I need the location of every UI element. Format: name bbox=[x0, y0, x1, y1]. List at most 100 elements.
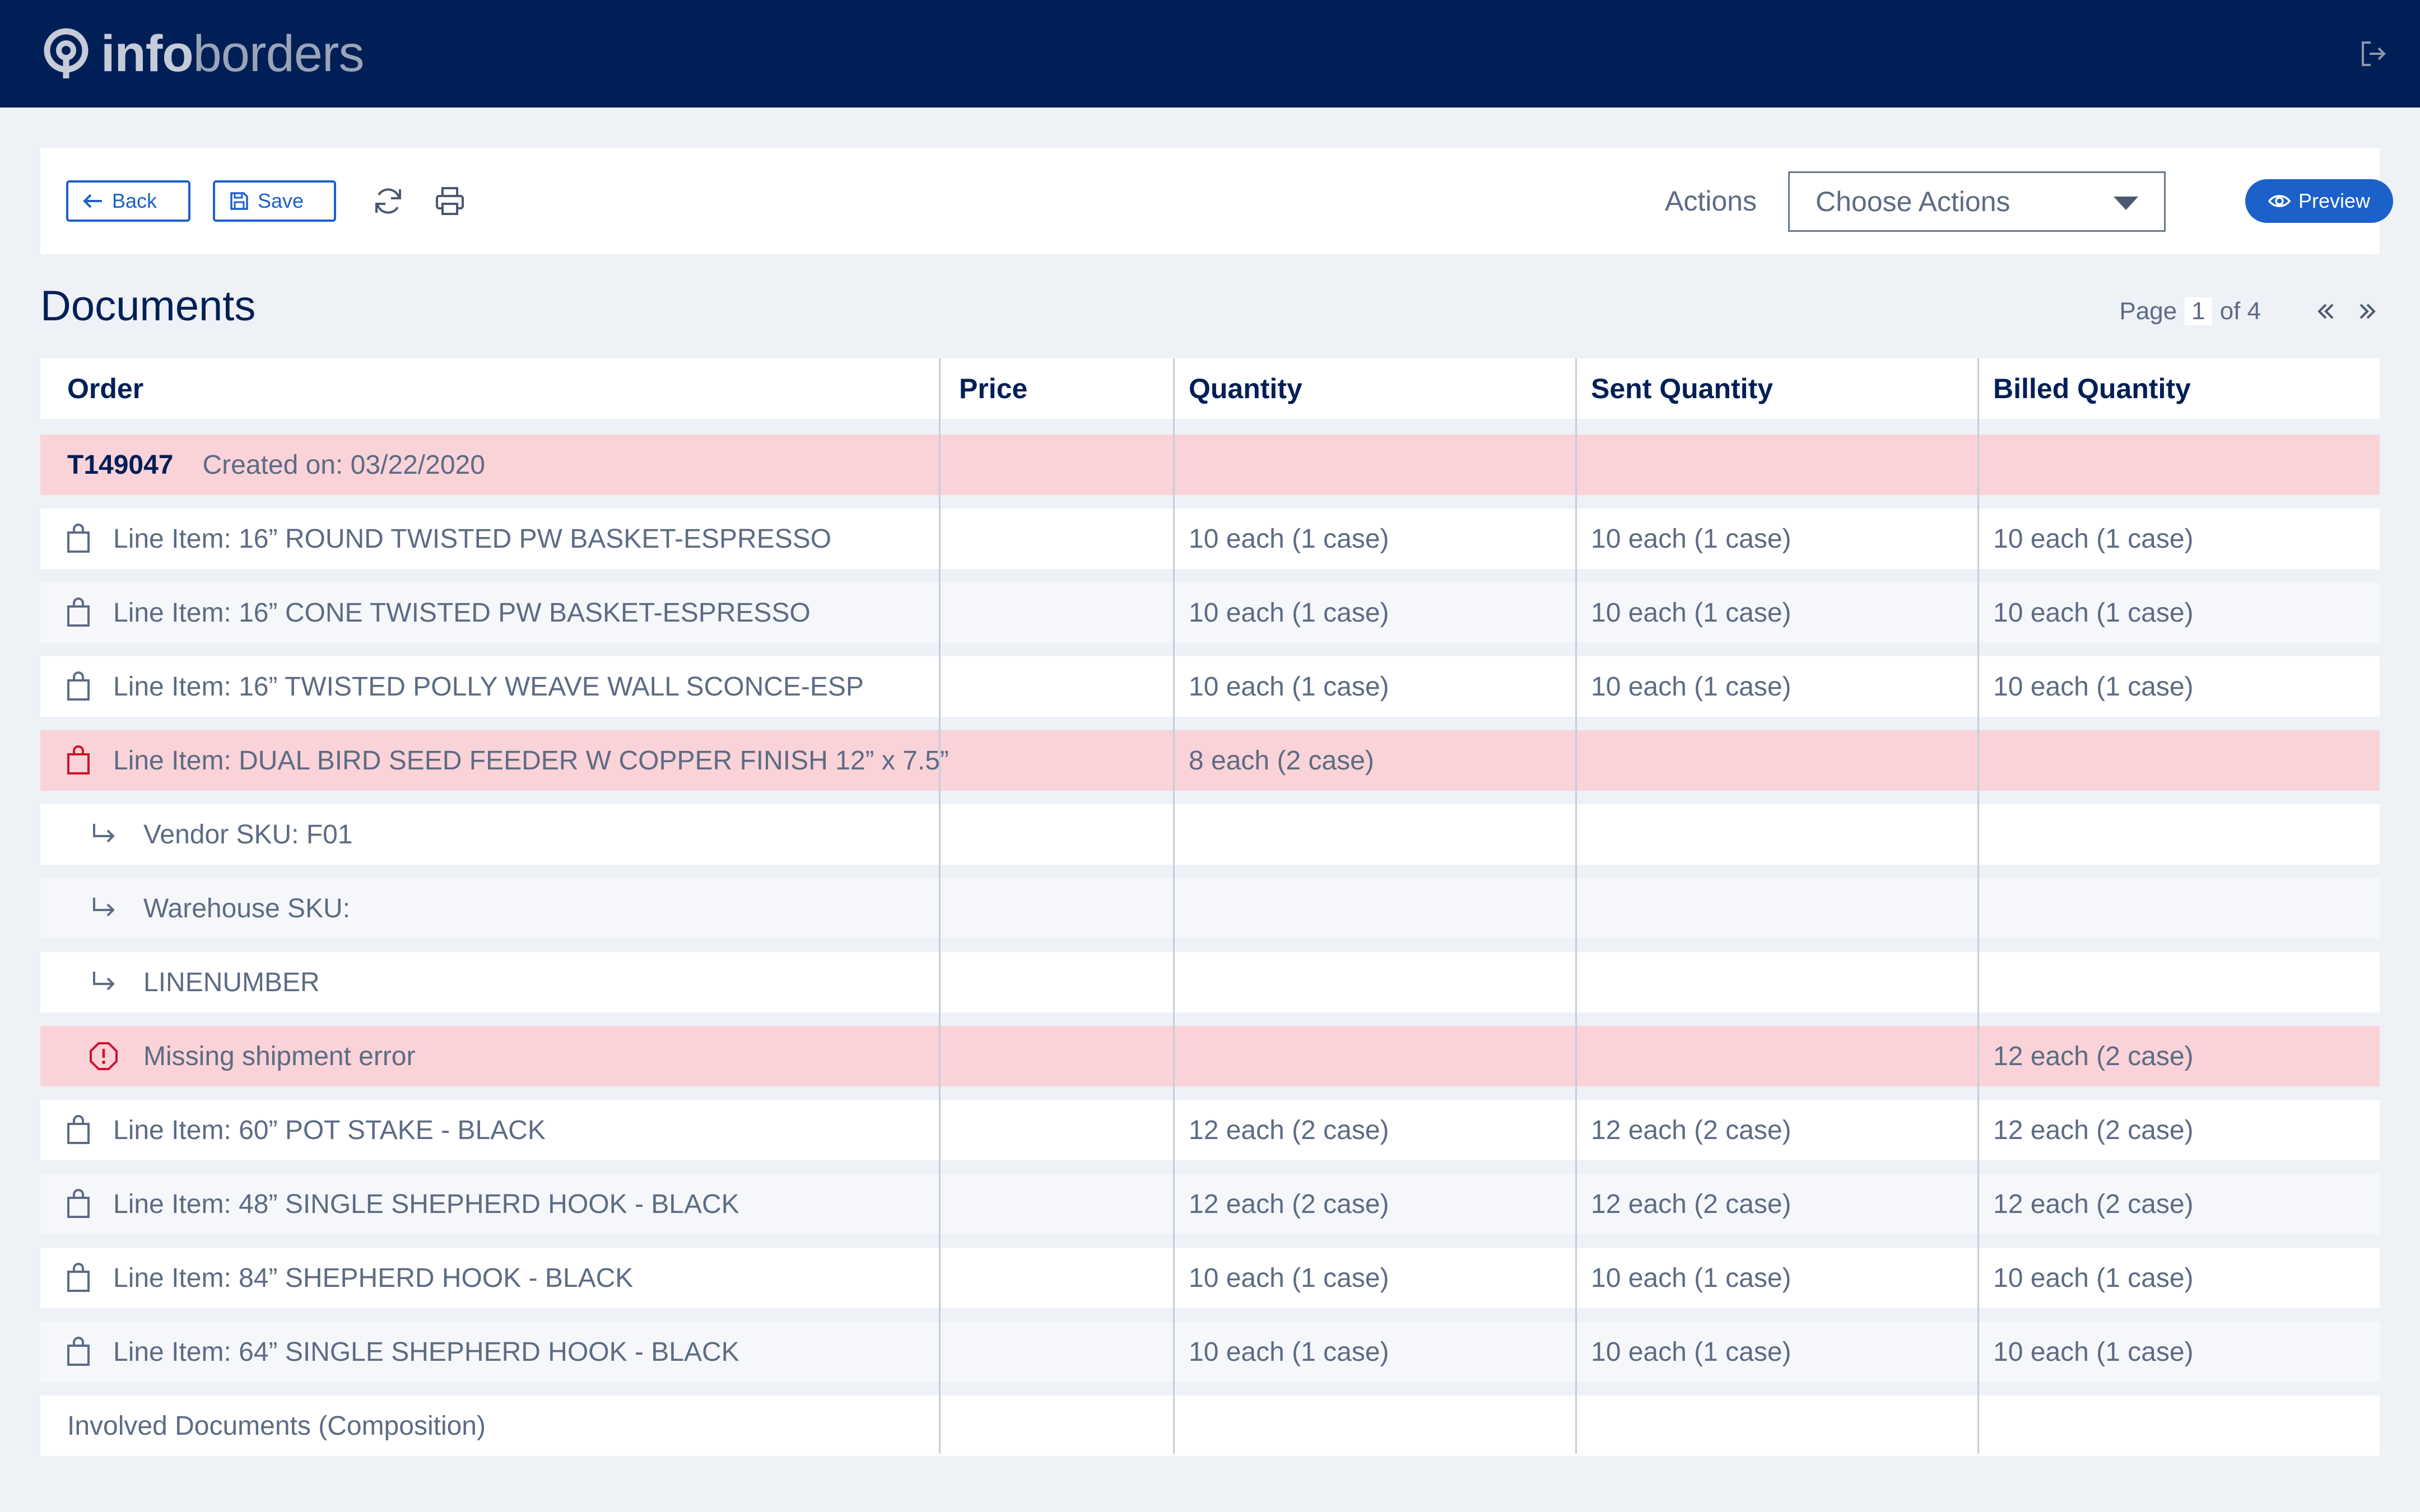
column-divider bbox=[1575, 358, 1577, 1454]
column-header-price[interactable]: Price bbox=[959, 373, 1028, 404]
sent-quantity-cell: 10 each (1 case) bbox=[1591, 1263, 1791, 1293]
logo-text-bold: info bbox=[101, 25, 194, 82]
quantity-cell: 12 each (2 case) bbox=[1189, 1189, 1389, 1219]
line-item-row[interactable]: Line Item: 16” TWISTED POLLY WEAVE WALL … bbox=[40, 656, 2380, 717]
sent-quantity-cell: 10 each (1 case) bbox=[1591, 1337, 1791, 1367]
error-message: Missing shipment error bbox=[143, 1041, 416, 1071]
order-id[interactable]: T149047 bbox=[67, 450, 174, 480]
order-created-date: Created on: 03/22/2020 bbox=[202, 450, 485, 480]
sent-quantity-cell: 12 each (2 case) bbox=[1591, 1189, 1791, 1219]
sent-quantity-cell: 10 each (1 case) bbox=[1591, 598, 1791, 628]
sent-quantity-cell: 12 each (2 case) bbox=[1591, 1115, 1791, 1145]
pager: Page 1 of 4 bbox=[2119, 295, 2380, 328]
chevrons-left-icon[interactable] bbox=[2314, 299, 2338, 324]
billed-quantity-cell: 10 each (1 case) bbox=[1993, 524, 2194, 554]
preview-button[interactable]: Preview bbox=[2245, 179, 2393, 223]
error-row[interactable]: Missing shipment error 12 each (2 case) bbox=[40, 1026, 2380, 1086]
actions-select-value: Choose Actions bbox=[1816, 186, 2011, 217]
line-item-label: Line Item: 64” SINGLE SHEPHERD HOOK - BL… bbox=[113, 1337, 739, 1367]
billed-quantity-cell: 12 each (2 case) bbox=[1993, 1189, 2194, 1219]
return-arrow-icon bbox=[93, 898, 115, 917]
quantity-cell: 10 each (1 case) bbox=[1189, 524, 1389, 554]
shopping-bag-icon bbox=[67, 1337, 90, 1366]
toolbar: Back Save Actions Choose Actions Preview bbox=[40, 148, 2393, 254]
line-item-label: Line Item: 84” SHEPHERD HOOK - BLACK bbox=[113, 1263, 634, 1293]
order-cell: T149047 Created on: 03/22/2020 bbox=[67, 435, 485, 495]
sub-detail-label: LINENUMBER bbox=[143, 967, 320, 997]
back-button-label: Back bbox=[112, 189, 157, 212]
line-item-row[interactable]: Line Item: 64” SINGLE SHEPHERD HOOK - BL… bbox=[40, 1322, 2380, 1382]
column-header-order[interactable]: Order bbox=[67, 373, 144, 404]
line-item-row[interactable]: Line Item: 48” SINGLE SHEPHERD HOOK - BL… bbox=[40, 1174, 2380, 1234]
pager-current-page[interactable]: 1 bbox=[2185, 297, 2212, 325]
shopping-bag-icon bbox=[67, 1263, 90, 1292]
quantity-cell: 8 each (2 case) bbox=[1189, 745, 1374, 776]
line-item-cell: Line Item: DUAL BIRD SEED FEEDER W COPPE… bbox=[40, 730, 949, 791]
billed-quantity-cell: 12 each (2 case) bbox=[1993, 1115, 2194, 1145]
line-item-row[interactable]: Line Item: 60” POT STAKE - BLACK 12 each… bbox=[40, 1100, 2380, 1160]
caret-down-icon bbox=[2114, 197, 2138, 210]
error-cell: Missing shipment error bbox=[40, 1026, 415, 1086]
line-item-row-error[interactable]: Line Item: DUAL BIRD SEED FEEDER W COPPE… bbox=[40, 730, 2380, 791]
sent-quantity-cell: 10 each (1 case) bbox=[1591, 671, 1791, 702]
sub-detail-label: Warehouse SKU: bbox=[143, 893, 351, 923]
shopping-bag-icon bbox=[67, 671, 90, 701]
sub-detail-cell: Warehouse SKU: bbox=[40, 878, 350, 939]
sent-quantity-cell: 10 each (1 case) bbox=[1591, 524, 1791, 554]
logo[interactable]: infoborders bbox=[40, 25, 365, 82]
pager-label: Page bbox=[2119, 297, 2177, 325]
line-item-cell: Line Item: 64” SINGLE SHEPHERD HOOK - BL… bbox=[40, 1322, 739, 1382]
logout-icon[interactable] bbox=[2358, 39, 2388, 68]
shopping-bag-icon bbox=[67, 524, 90, 553]
table-header: Order Price Quantity Sent Quantity Bille… bbox=[40, 358, 2380, 419]
billed-quantity-cell: 10 each (1 case) bbox=[1993, 598, 2194, 628]
line-item-row[interactable]: Line Item: 84” SHEPHERD HOOK - BLACK 10 … bbox=[40, 1248, 2380, 1308]
line-item-cell: Line Item: 16” CONE TWISTED PW BASKET-ES… bbox=[40, 582, 811, 643]
print-icon[interactable] bbox=[434, 185, 466, 217]
refresh-icon[interactable] bbox=[372, 185, 404, 217]
column-divider bbox=[939, 358, 941, 1454]
involved-documents-label: Involved Documents (Composition) bbox=[67, 1411, 486, 1441]
shopping-bag-icon bbox=[67, 1189, 90, 1218]
column-header-quantity[interactable]: Quantity bbox=[1189, 373, 1302, 404]
preview-button-label: Preview bbox=[2298, 189, 2371, 212]
column-divider bbox=[1977, 358, 1979, 1454]
return-arrow-icon bbox=[93, 824, 115, 843]
top-bar: infoborders bbox=[0, 0, 2420, 108]
column-header-sent-quantity[interactable]: Sent Quantity bbox=[1591, 373, 1774, 404]
line-item-label: Line Item: 48” SINGLE SHEPHERD HOOK - BL… bbox=[113, 1189, 739, 1219]
sub-detail-label: Vendor SKU: F01 bbox=[143, 819, 353, 850]
quantity-cell: 10 each (1 case) bbox=[1189, 671, 1389, 702]
actions-label: Actions bbox=[1665, 185, 1757, 217]
line-item-label: Line Item: 16” ROUND TWISTED PW BASKET-E… bbox=[113, 524, 832, 554]
column-header-billed-quantity[interactable]: Billed Quantity bbox=[1993, 373, 2191, 404]
line-item-cell: Line Item: 84” SHEPHERD HOOK - BLACK bbox=[40, 1248, 633, 1308]
line-item-label: Line Item: DUAL BIRD SEED FEEDER W COPPE… bbox=[113, 745, 949, 776]
return-arrow-icon bbox=[93, 972, 115, 991]
actions-select[interactable]: Choose Actions bbox=[1788, 171, 2166, 232]
sub-detail-row: Vendor SKU: F01 bbox=[40, 804, 2380, 865]
column-divider bbox=[1173, 358, 1175, 1454]
line-item-cell: Line Item: 48” SINGLE SHEPHERD HOOK - BL… bbox=[40, 1174, 739, 1234]
shopping-bag-icon bbox=[67, 598, 90, 627]
save-button[interactable]: Save bbox=[213, 180, 336, 222]
line-item-label: Line Item: 16” TWISTED POLLY WEAVE WALL … bbox=[113, 671, 864, 702]
chevrons-right-icon[interactable] bbox=[2355, 299, 2380, 324]
eye-icon bbox=[2268, 195, 2291, 207]
back-button[interactable]: Back bbox=[66, 180, 190, 222]
save-icon bbox=[230, 192, 248, 210]
line-item-cell: Line Item: 16” ROUND TWISTED PW BASKET-E… bbox=[40, 508, 831, 569]
line-item-row[interactable]: Line Item: 16” CONE TWISTED PW BASKET-ES… bbox=[40, 582, 2380, 643]
shopping-bag-icon bbox=[67, 745, 90, 774]
billed-quantity-cell: 12 each (2 case) bbox=[1993, 1041, 2194, 1071]
logo-text: infoborders bbox=[101, 25, 365, 82]
sub-detail-cell: Vendor SKU: F01 bbox=[40, 804, 353, 865]
involved-documents-row[interactable]: Involved Documents (Composition) bbox=[40, 1396, 2380, 1456]
page-title: Documents bbox=[40, 282, 256, 330]
line-item-row[interactable]: Line Item: 16” ROUND TWISTED PW BASKET-E… bbox=[40, 508, 2380, 569]
save-button-label: Save bbox=[258, 189, 304, 212]
arrow-left-icon bbox=[83, 194, 102, 208]
order-row[interactable]: T149047 Created on: 03/22/2020 bbox=[40, 435, 2380, 495]
quantity-cell: 12 each (2 case) bbox=[1189, 1115, 1389, 1145]
line-item-label: Line Item: 60” POT STAKE - BLACK bbox=[113, 1115, 546, 1145]
